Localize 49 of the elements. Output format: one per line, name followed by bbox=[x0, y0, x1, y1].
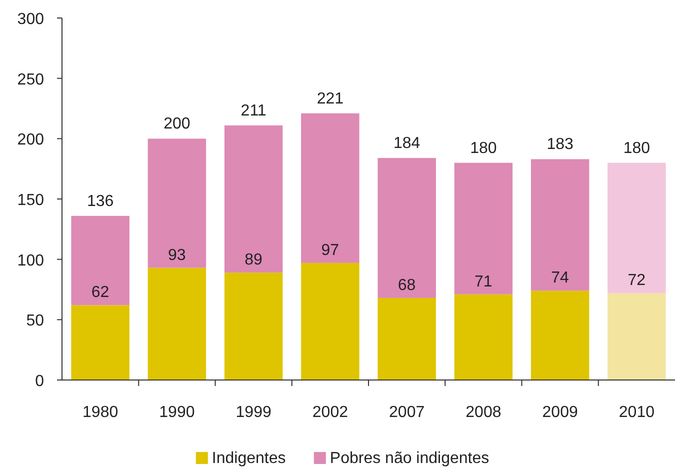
data-label: 68 bbox=[398, 276, 416, 294]
total-label: 221 bbox=[316, 90, 344, 108]
bar bbox=[378, 158, 436, 298]
data-label: 71 bbox=[474, 273, 492, 290]
bar bbox=[454, 294, 513, 380]
bar bbox=[378, 298, 436, 380]
x-tick-label: 2010 bbox=[618, 404, 655, 421]
bar bbox=[148, 138, 206, 268]
bar bbox=[530, 159, 590, 291]
bar bbox=[530, 290, 590, 380]
legend-label: Pobres não indigentes bbox=[330, 450, 490, 467]
bar bbox=[148, 268, 206, 380]
y-tick-label: 100 bbox=[17, 252, 44, 270]
total-label: 211 bbox=[240, 102, 266, 120]
bar bbox=[224, 272, 283, 380]
y-tick-label: 250 bbox=[17, 71, 44, 88]
data-label: 93 bbox=[168, 246, 186, 264]
bar bbox=[608, 162, 666, 294]
total-label: 200 bbox=[164, 116, 190, 133]
data-label: 62 bbox=[91, 284, 110, 302]
bar bbox=[224, 125, 283, 273]
x-tick-label: 2009 bbox=[542, 404, 578, 421]
x-tick-label: 1999 bbox=[236, 404, 272, 421]
data-label: 72 bbox=[628, 272, 646, 290]
x-tick-label: 2007 bbox=[389, 404, 425, 421]
bar bbox=[71, 305, 130, 380]
bar bbox=[71, 216, 130, 306]
y-tick-label: 50 bbox=[26, 312, 44, 330]
x-tick-label: 1990 bbox=[159, 404, 195, 421]
data-label: 97 bbox=[321, 242, 340, 259]
bar bbox=[301, 262, 360, 380]
y-tick-label: 0 bbox=[35, 373, 44, 390]
total-label: 180 bbox=[623, 140, 650, 157]
bar bbox=[608, 293, 666, 380]
x-tick-label: 2008 bbox=[466, 404, 502, 421]
x-tick-label: 1980 bbox=[82, 404, 118, 421]
total-label: 180 bbox=[470, 140, 497, 157]
data-label: 89 bbox=[244, 252, 263, 269]
total-label: 184 bbox=[393, 134, 420, 152]
y-tick-label: 200 bbox=[17, 132, 44, 149]
x-tick-label: 2002 bbox=[312, 404, 348, 421]
bar bbox=[454, 162, 513, 294]
bar bbox=[301, 113, 360, 263]
data-label: 74 bbox=[551, 270, 570, 287]
total-label: 136 bbox=[86, 192, 114, 210]
y-tick-label: 150 bbox=[17, 192, 44, 209]
legend-label: Indigentes bbox=[212, 450, 286, 467]
total-label: 183 bbox=[546, 136, 574, 154]
y-tick-label: 300 bbox=[17, 11, 44, 28]
